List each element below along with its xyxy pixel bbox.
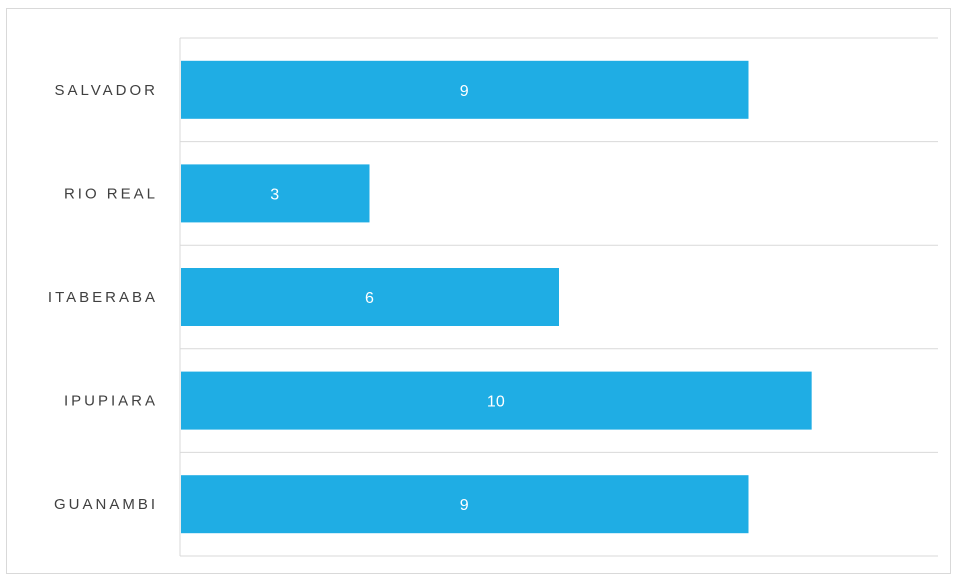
category-labels: SALVADOR RIO REAL ITABERABA IPUPIARA GUANAMB… — [48, 82, 158, 513]
data-label: 9 — [460, 83, 469, 100]
bar-ipupiara — [181, 371, 812, 430]
data-label: 9 — [460, 497, 469, 514]
bar-rio-real — [181, 164, 370, 223]
category-label: ITABERABA — [48, 289, 158, 306]
bar-salvador — [181, 60, 749, 119]
category-label: SALVADOR — [55, 82, 158, 99]
data-label: 6 — [365, 290, 374, 307]
data-label: 3 — [270, 186, 279, 203]
category-label: RIO REAL — [64, 185, 158, 202]
bar-itaberaba — [181, 268, 559, 326]
bars: 9 3 6 10 9 — [181, 60, 812, 534]
category-label: GUANAMBI — [54, 496, 158, 513]
bar-guanambi — [181, 475, 749, 534]
category-label: IPUPIARA — [64, 393, 158, 410]
gridlines — [179, 37, 938, 557]
data-label: 10 — [487, 394, 505, 411]
